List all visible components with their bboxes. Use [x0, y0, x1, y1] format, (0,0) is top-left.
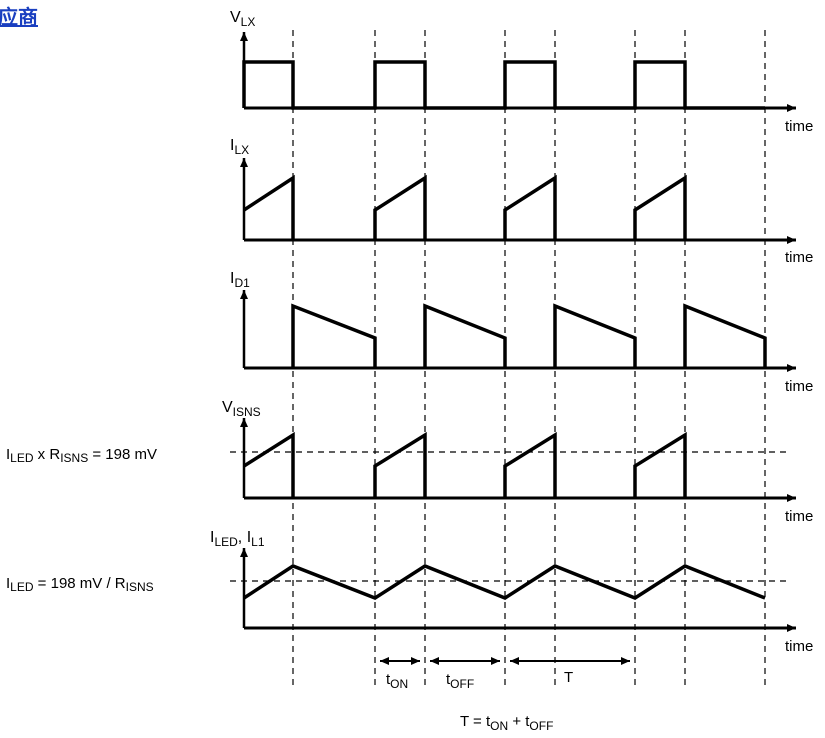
time-axis-label: time: [785, 638, 813, 655]
iled-waveform: [243, 564, 766, 600]
toff-label: tOFF: [446, 671, 474, 691]
time-axis-label: time: [785, 378, 813, 395]
period-label: T: [564, 669, 573, 686]
time-axis-label: time: [785, 249, 813, 266]
id1-waveform: [291, 303, 767, 368]
ilx-waveform: [243, 174, 687, 240]
vlx-plot: VLX time: [230, 9, 813, 135]
iled-reference-label: ILED = 198 mV / RISNS: [6, 575, 154, 594]
iled-label: ILED, IL1: [210, 529, 265, 549]
time-axis-label: time: [785, 508, 813, 525]
ilx-plot: ILX time: [230, 137, 813, 266]
ilx-label: ILX: [230, 137, 249, 157]
iled-plot: ILED, IL1 ILED = 198 mV / RISNS time: [6, 529, 813, 655]
ton-label: tON: [386, 671, 408, 691]
id1-plot: ID1 time: [230, 270, 813, 395]
time-axis-label: time: [785, 118, 813, 135]
id1-label: ID1: [230, 270, 250, 290]
visns-reference-label: ILED x RISNS = 198 mV: [6, 446, 157, 465]
period-equation: T = tON + tOFF: [460, 713, 553, 733]
visns-plot: VISNS ILED x RISNS = 198 mV time: [6, 399, 813, 525]
time-markers: [292, 30, 766, 688]
supplier-link[interactable]: 供应商: [0, 5, 38, 29]
visns-label: VISNS: [222, 399, 261, 419]
vlx-waveform: [242, 60, 765, 110]
visns-waveform: [243, 431, 687, 498]
vlx-label: VLX: [230, 9, 255, 29]
